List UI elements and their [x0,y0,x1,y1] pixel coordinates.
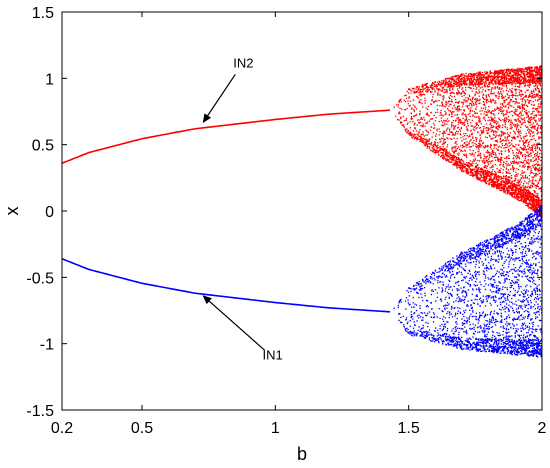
series-1 [62,205,542,358]
y-tick-label: 0 [45,204,54,221]
annotation-arrow-in2 [202,74,236,123]
x-tick-label: 0.2 [51,420,73,437]
axis-ticks: 0.2 0.5 1 1.5 2 -1.5 -1 -0.5 0 0.5 1 1.5 [26,5,546,437]
x-axis-title: b [297,444,307,464]
stable-branch-line-1 [62,258,391,313]
y-tick-label: -0.5 [26,270,54,287]
annotations: IN2 IN1 [202,56,283,363]
y-tick-label: -1.5 [26,403,54,420]
x-tick-label: 2 [538,420,547,437]
x-tick-label: 0.5 [131,420,153,437]
series-0 [62,65,542,218]
y-tick-label: 1.5 [32,5,54,22]
stable-branch-line-0 [62,109,391,164]
x-tick-label: 1 [271,420,280,437]
annotation-arrow-in1 [202,295,266,351]
annotation-label-in2: IN2 [233,56,253,71]
y-tick-label: 0.5 [32,138,54,155]
annotation-label-in1: IN1 [263,348,283,363]
chaotic-region-points-1 [393,205,542,358]
plot-area [62,65,542,358]
y-axis-title: x [2,207,22,216]
chaotic-region-points-0 [393,65,542,218]
x-tick-label: 1.5 [398,420,420,437]
y-tick-label: 1 [45,71,54,88]
y-tick-label: -1 [40,337,54,354]
